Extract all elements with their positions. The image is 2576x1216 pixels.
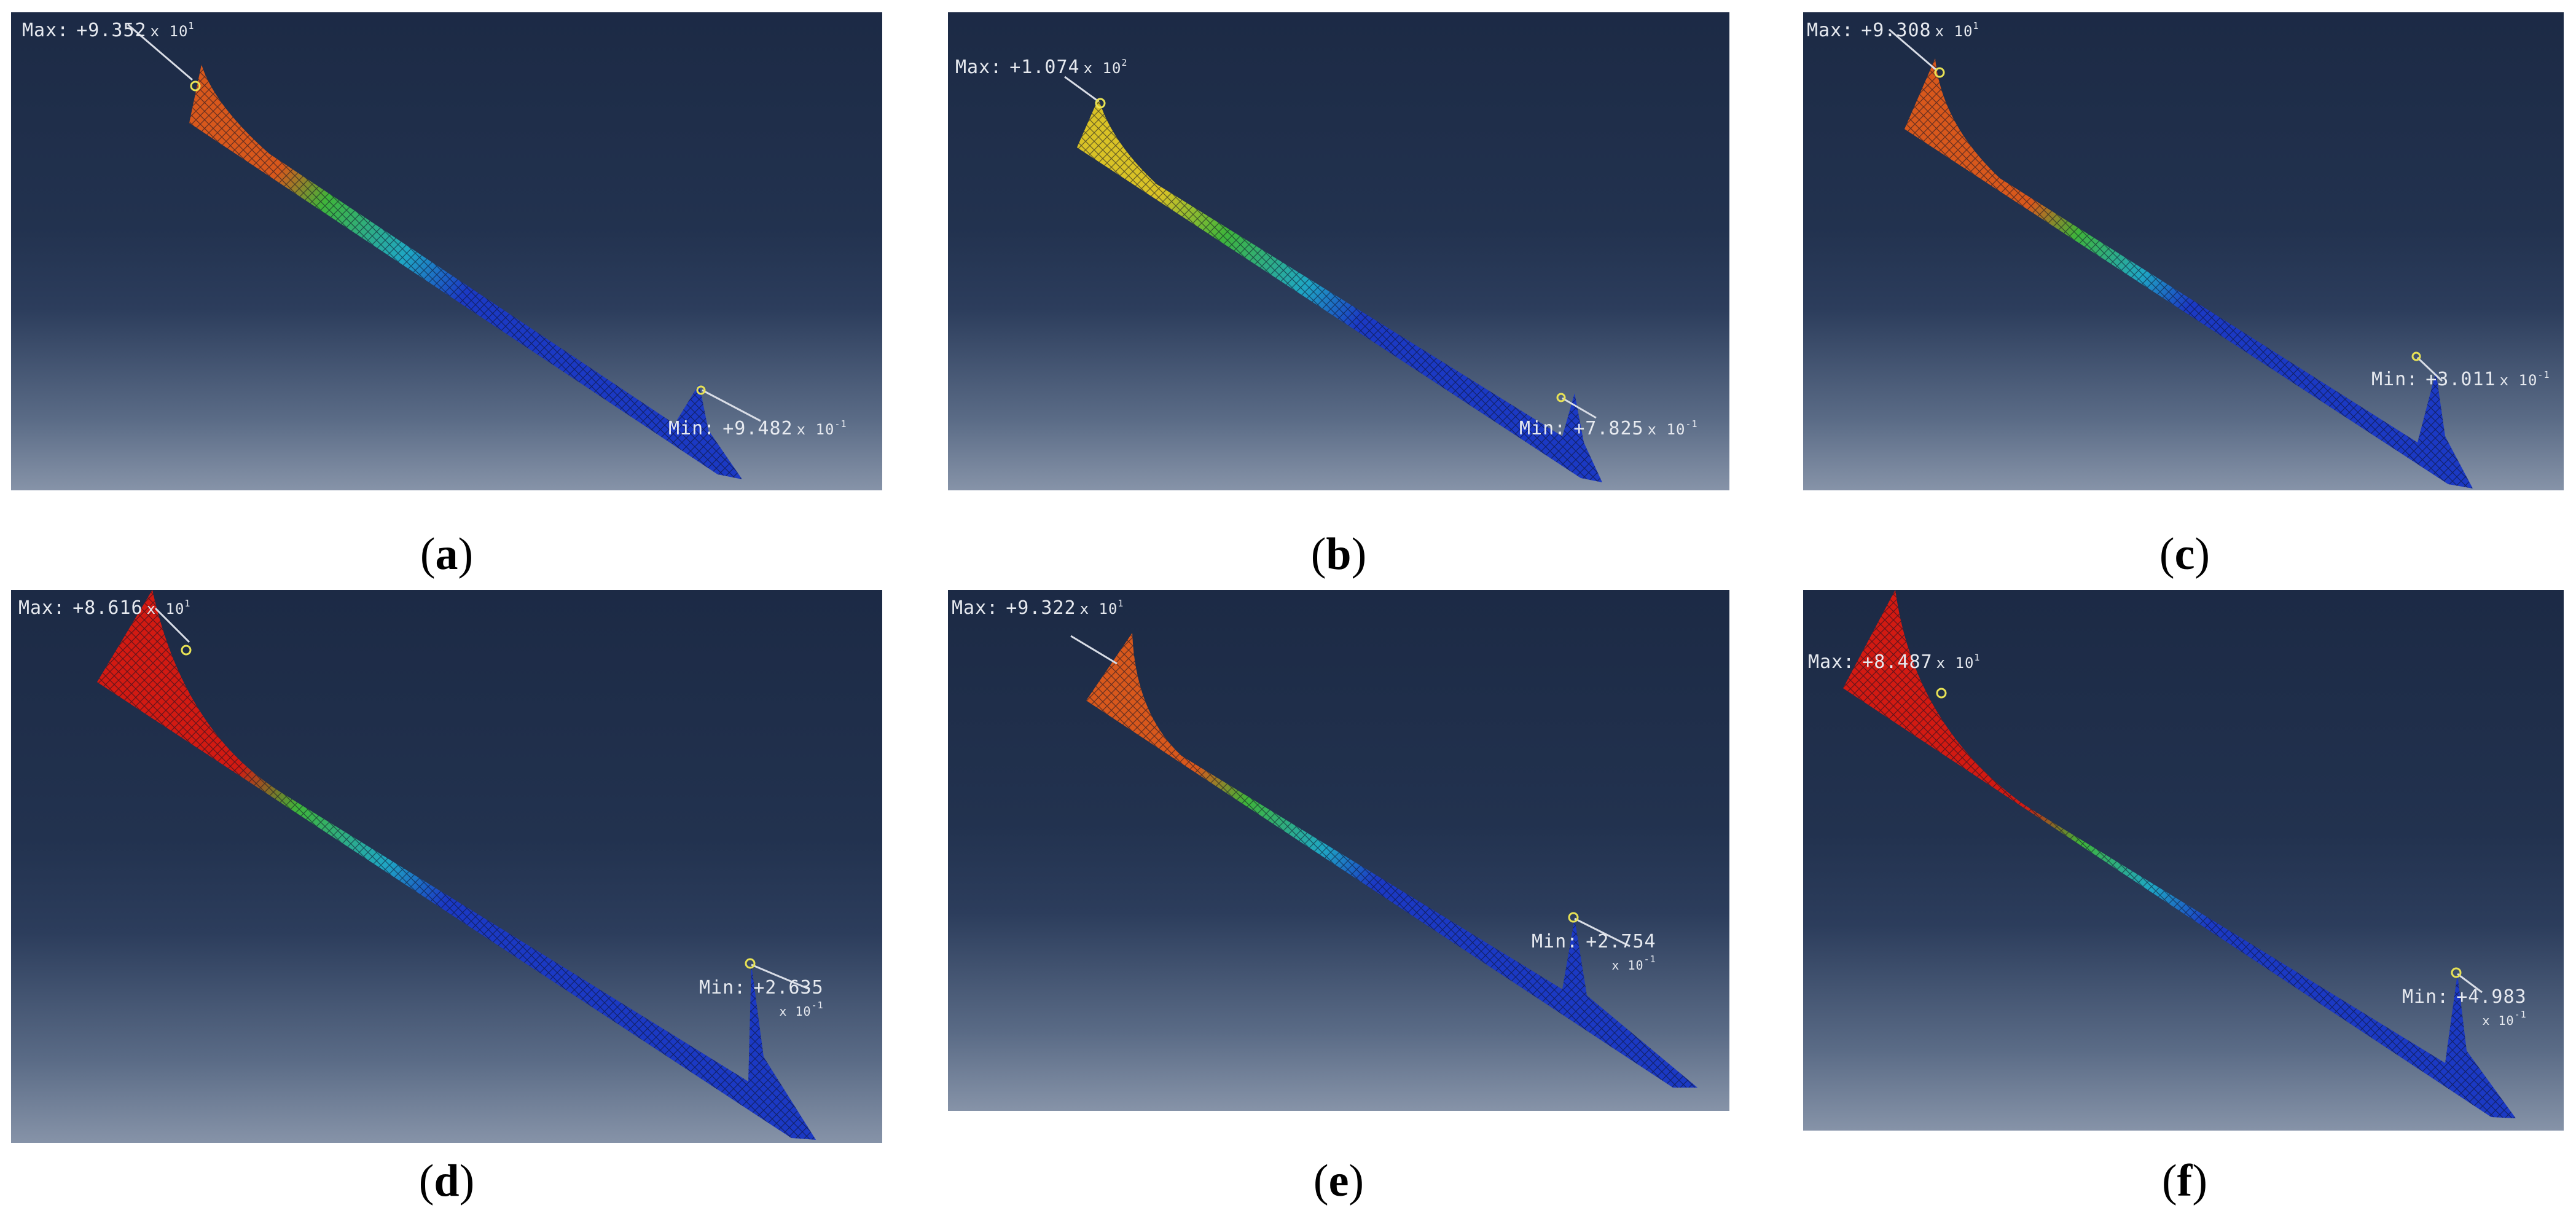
min-annotation-f: Min: +4.983 x 10-1 <box>2402 986 2527 1028</box>
contour-plot-a: Max: +9.352 x 101 Min: +9.482 x 10-1 <box>11 12 882 490</box>
fe-beam-model-a <box>127 23 761 479</box>
fe-beam-model-c <box>1889 28 2473 488</box>
min-annotation-d: Min: +2.635 x 10-1 <box>699 977 824 1019</box>
fe-beam-model-b <box>1064 76 1602 482</box>
contour-plot-e: Max: +9.322 x 101 Min: +2.754 x 10-1 <box>948 590 1729 1111</box>
min-annotation-e: Min: +2.754 x 10-1 <box>1532 931 1656 973</box>
caption-b: (b) <box>1310 529 1367 579</box>
min-annotation-a: Min: +9.482 x 10-1 <box>668 418 847 439</box>
max-annotation-c: Max: +9.308 x 101 <box>1807 20 1979 41</box>
contour-plot-f: Max: +8.487 x 101 Min: +4.983 x 10-1 <box>1803 590 2564 1131</box>
max-annotation-a: Max: +9.352 x 101 <box>22 20 195 41</box>
caption-d: (d) <box>418 1156 475 1206</box>
fe-beam-model-e <box>1070 633 1697 1088</box>
caption-a: (a) <box>420 529 474 579</box>
max-annotation-d: Max: +8.616 x 101 <box>18 597 191 619</box>
max-annotation-f: Max: +8.487 x 101 <box>1808 651 1981 673</box>
contour-plot-d: Max: +8.616 x 101 Min: +2.635 x 10-1 <box>11 590 882 1143</box>
caption-c: (c) <box>2159 529 2210 579</box>
fe-beam-model-d <box>97 590 816 1140</box>
caption-f: (f) <box>2162 1156 2207 1206</box>
contour-plot-b: Max: +1.074 x 102 Min: +7.825 x 10-1 <box>948 12 1729 490</box>
min-exponent-d: x 10-1 <box>779 1000 824 1019</box>
fe-beam-model-f <box>1843 590 2516 1118</box>
min-annotation-b: Min: +7.825 x 10-1 <box>1519 418 1698 439</box>
min-exponent-f: x 10-1 <box>2482 1009 2527 1028</box>
max-annotation-b: Max: +1.074 x 102 <box>955 57 1128 78</box>
min-exponent-e: x 10-1 <box>1611 954 1656 973</box>
caption-e: (e) <box>1313 1156 1364 1206</box>
min-annotation-c: Min: +3.011 x 10-1 <box>2371 369 2550 390</box>
contour-plot-c: Max: +9.308 x 101 Min: +3.011 x 10-1 <box>1803 12 2564 490</box>
max-annotation-e: Max: +9.322 x 101 <box>952 597 1124 619</box>
